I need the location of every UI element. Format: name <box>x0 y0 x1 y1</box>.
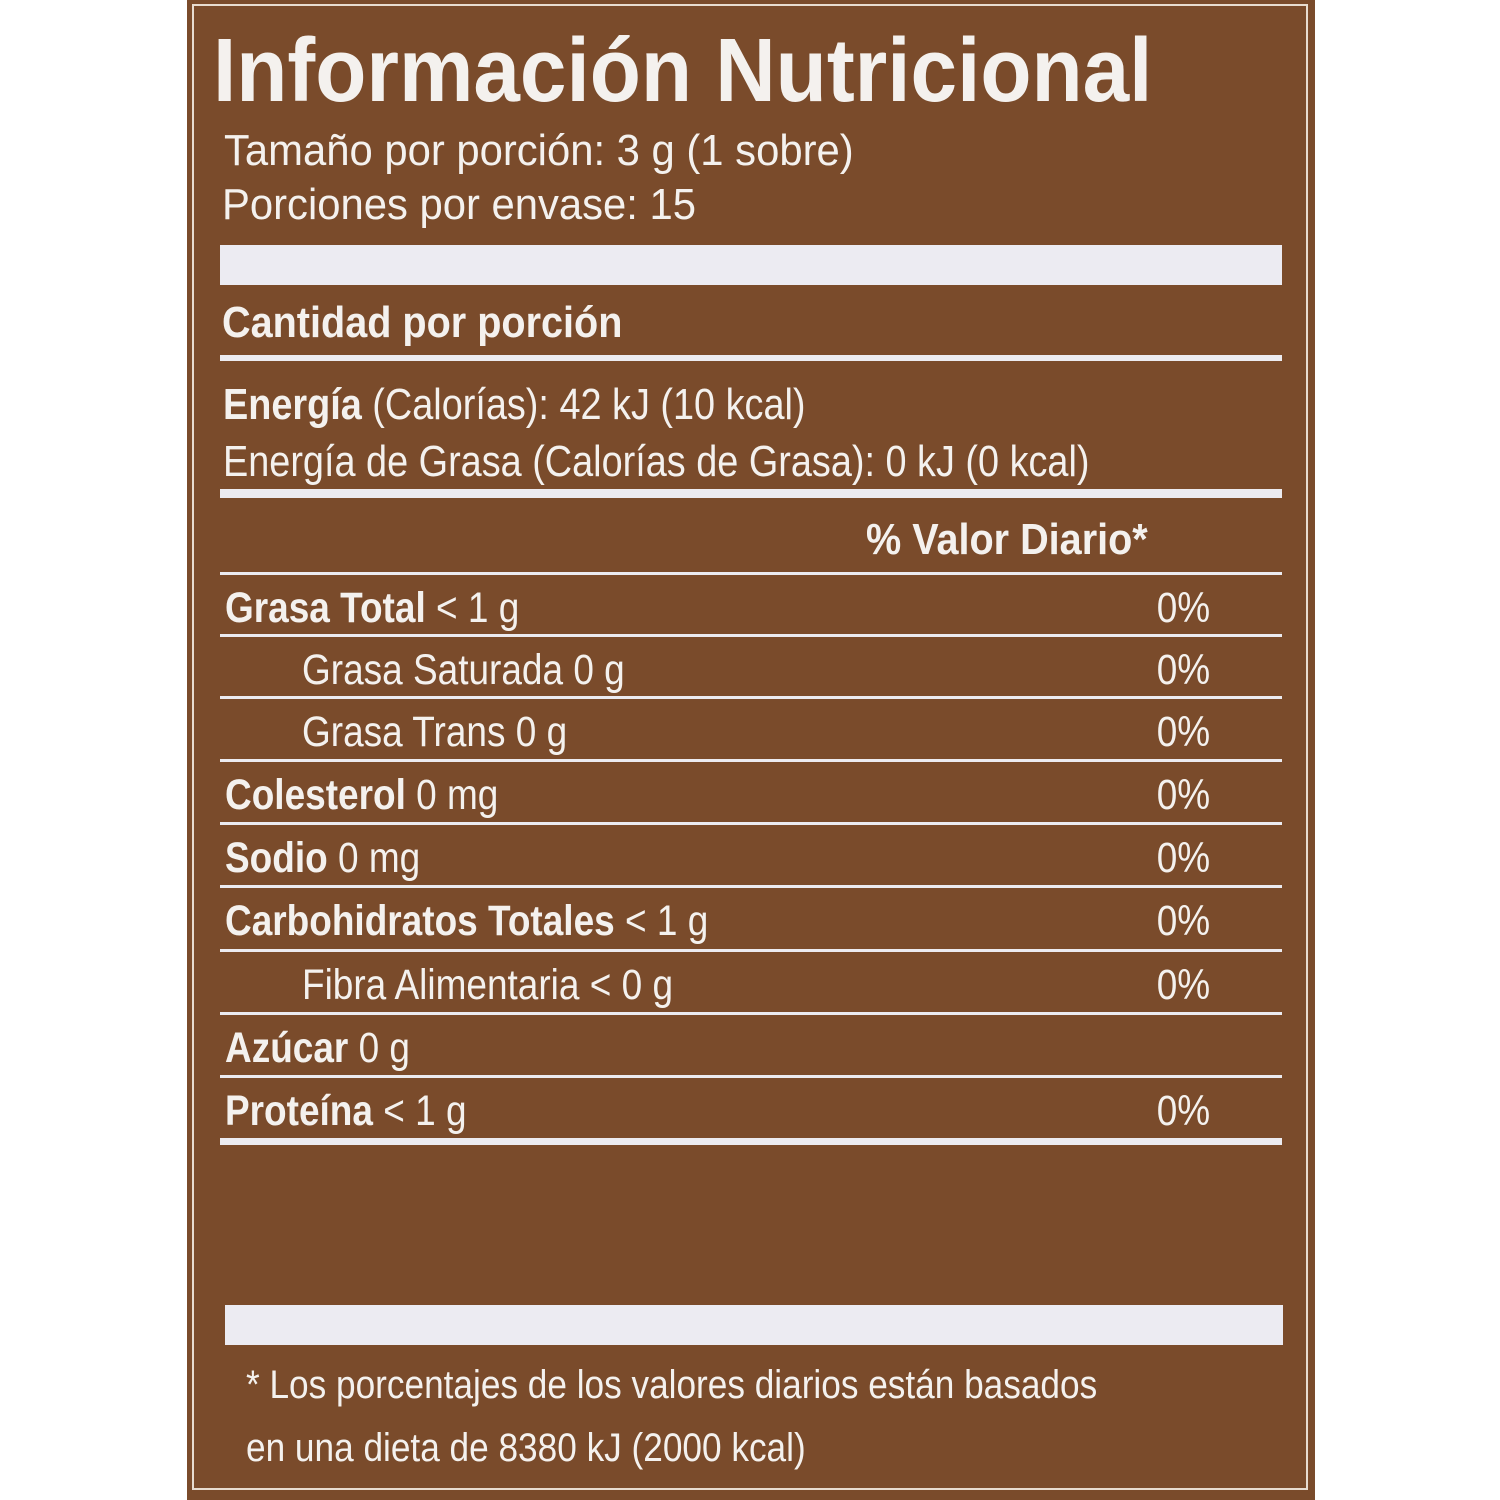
row-divider <box>220 1075 1282 1078</box>
daily-value-percent: 0% <box>1156 646 1210 694</box>
nutrient-row: Azúcar 0 g <box>225 1024 1210 1074</box>
daily-value-percent: 0% <box>1156 771 1210 819</box>
daily-value-percent: 0% <box>1156 834 1210 882</box>
nutrient-amount: < 1 g <box>425 584 520 632</box>
nutrient-label: Colesterol 0 mg <box>225 771 498 820</box>
row-divider <box>220 634 1282 637</box>
nutrient-name: Grasa Total <box>225 584 426 632</box>
nutrient-label: Fibra Alimentaria < 0 g <box>302 961 673 1010</box>
energy-label: Energía <box>223 380 362 429</box>
nutrient-label: Sodio 0 mg <box>225 834 420 883</box>
nutrient-name: Fibra Alimentaria <box>302 961 580 1009</box>
row-divider <box>220 572 1282 575</box>
nutrient-amount: 0 g <box>348 1024 411 1072</box>
nutrient-amount: < 1 g <box>372 1087 467 1135</box>
nutrient-amount: 0 g <box>563 646 625 694</box>
nutrient-row: Grasa Trans 0 g 0% <box>225 708 1210 758</box>
nutrient-label: Azúcar 0 g <box>225 1024 410 1073</box>
nutrient-name: Colesterol <box>225 771 406 819</box>
nutrient-amount: 0 mg <box>405 771 499 819</box>
daily-value-header: % Valor Diario* <box>866 515 1148 564</box>
label-title: Información Nutricional <box>213 21 1153 121</box>
nutrient-name: Grasa Saturada <box>302 646 564 694</box>
nutrient-label: Proteína < 1 g <box>225 1087 467 1136</box>
nutrient-row: Colesterol 0 mg 0% <box>225 771 1210 821</box>
nutrient-label: Grasa Total < 1 g <box>225 584 519 633</box>
row-divider <box>220 822 1282 825</box>
nutrient-name: Proteína <box>225 1087 373 1135</box>
daily-value-percent: 0% <box>1156 708 1210 756</box>
row-divider <box>220 885 1282 888</box>
nutrient-amount: < 1 g <box>614 897 709 945</box>
divider <box>220 489 1282 498</box>
nutrient-amount: < 0 g <box>579 961 674 1009</box>
amount-per-serving: Cantidad por porción <box>222 298 623 347</box>
daily-value-percent: 0% <box>1156 897 1210 945</box>
daily-value-percent: 0% <box>1156 584 1210 632</box>
daily-value-percent: 0% <box>1156 1087 1210 1135</box>
row-divider <box>220 949 1282 952</box>
energy-from-fat: Energía de Grasa (Calorías de Grasa): 0 … <box>223 437 1090 486</box>
energy-line: Energía (Calorías): 42 kJ (10 kcal) <box>223 380 806 430</box>
thick-divider-bar <box>220 245 1282 285</box>
nutrient-name: Sodio <box>225 834 328 882</box>
servings-per-container: Porciones por envase: 15 <box>222 180 697 229</box>
row-divider <box>220 1012 1282 1015</box>
nutrient-row: Sodio 0 mg 0% <box>225 834 1210 884</box>
footnote-line-1: * Los porcentajes de los valores diarios… <box>246 1363 1098 1407</box>
serving-size: Tamaño por porción: 3 g (1 sobre) <box>224 126 854 175</box>
nutrient-row: Carbohidratos Totales < 1 g 0% <box>225 897 1210 947</box>
label-border <box>192 4 1308 1490</box>
daily-value-percent: 0% <box>1156 961 1210 1009</box>
thick-divider-bar <box>225 1305 1283 1345</box>
nutrient-row: Grasa Saturada 0 g 0% <box>225 646 1210 696</box>
nutrient-row: Grasa Total < 1 g 0% <box>225 584 1210 634</box>
nutrient-amount: 0 g <box>505 708 568 756</box>
nutrient-label: Grasa Saturada 0 g <box>302 646 625 695</box>
nutrient-amount: 0 mg <box>327 834 421 882</box>
row-divider <box>220 1138 1282 1145</box>
nutrient-label: Grasa Trans 0 g <box>302 708 567 757</box>
nutrient-label: Carbohidratos Totales < 1 g <box>225 897 708 946</box>
nutrient-row: Fibra Alimentaria < 0 g 0% <box>225 961 1210 1011</box>
nutrient-name: Carbohidratos Totales <box>225 897 615 945</box>
row-divider <box>220 759 1282 762</box>
nutrient-row: Proteína < 1 g 0% <box>225 1087 1210 1137</box>
row-divider <box>220 696 1282 699</box>
energy-value: (Calorías): 42 kJ (10 kcal) <box>361 380 806 429</box>
nutrient-name: Azúcar <box>225 1024 349 1072</box>
nutrient-name: Grasa Trans <box>302 708 506 756</box>
footnote-line-2: en una dieta de 8380 kJ (2000 kcal) <box>246 1426 806 1470</box>
divider <box>220 355 1282 361</box>
